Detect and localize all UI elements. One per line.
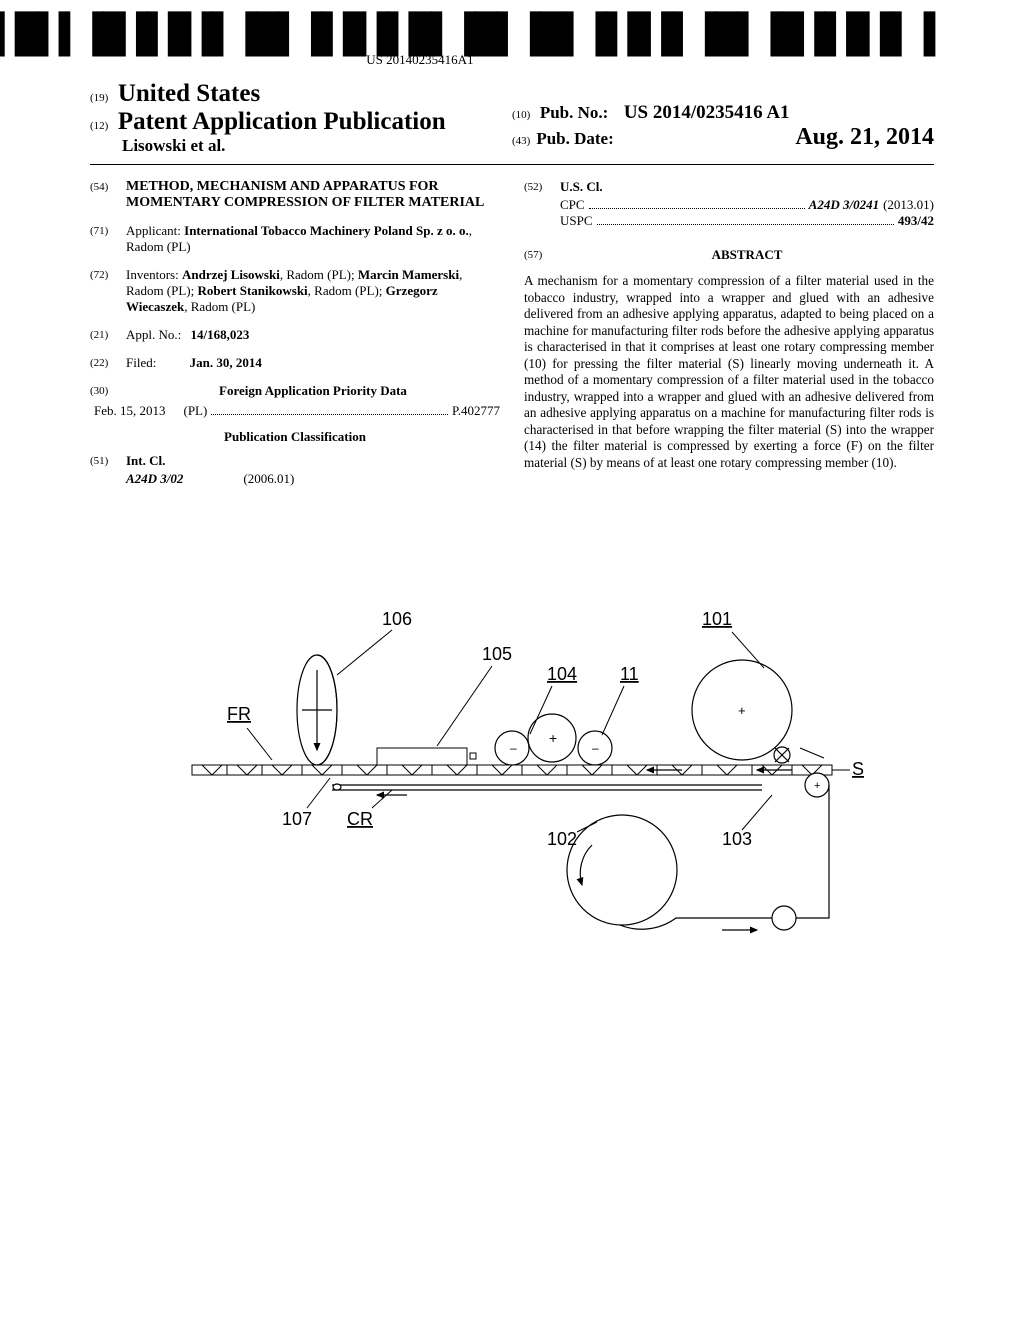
cpc-date: (2013.01) [883,197,934,213]
header: (19) United States (12) Patent Applicati… [90,80,934,156]
inventor-1-name: Marcin Mamerski [358,267,459,282]
inventor-0-loc: , Radom (PL); [280,267,358,282]
filed-value: Jan. 30, 2014 [190,355,262,370]
left-column: (54) METHOD, MECHANISM AND APPARATUS FOR… [90,179,500,487]
filed-code: (22) [90,355,126,371]
fp-number: P.402777 [452,403,500,419]
biblio: (54) METHOD, MECHANISM AND APPARATUS FOR… [90,179,934,487]
abstract-head: (57) ABSTRACT [524,247,934,263]
abstract-code: (57) [524,247,560,263]
country-code: (19) [90,92,108,104]
pub-no-code: (10) [512,109,530,121]
fig-label-104: 104 [547,664,577,684]
int-cl-class: A24D 3/02 [126,471,183,487]
pub-class-heading: Publication Classification [90,429,500,445]
inventor-2-name: Robert Stanikowski [198,283,308,298]
fp-date: Feb. 15, 2013 [94,403,166,419]
inventors-field: (72) Inventors: Andrzej Lisowski, Radom … [90,267,500,315]
applicant-label: Applicant: [126,223,181,238]
inventor-2-loc: , Radom (PL); [308,283,386,298]
fp-country: (PL) [184,403,208,419]
pub-type: Patent Application Publication [118,108,446,135]
filed-field: (22) Filed: Jan. 30, 2014 [90,355,500,371]
cpc-value: A24D 3/0241 [809,197,879,213]
svg-text:–: – [592,741,599,755]
fig-label-101: 101 [702,609,732,629]
barcode-block: ▌█▌▐▌█▌▌▐█▐▌█▐▌▐█▌▐▌█▐▌█▌▐█▌▐█▌▐▌█▐▌▐█▌▐… [0,18,934,68]
title-field: (54) METHOD, MECHANISM AND APPARATUS FOR… [90,179,500,211]
leader-dots [597,224,894,225]
uspc-row: USPC 493/42 [524,213,934,229]
fp-code: (30) [90,383,126,399]
fp-heading: Foreign Application Priority Data [126,383,500,399]
abstract-heading: ABSTRACT [560,247,934,263]
fig-label-105: 105 [482,644,512,664]
figure-svg: – + – + + 106 101 [152,590,872,950]
pub-no-value: US 2014/0235416 A1 [624,102,790,123]
inventors-code: (72) [90,267,126,315]
inventor-0-name: Andrzej Lisowski [182,267,280,282]
int-cl-field: (51) Int. Cl. [90,453,500,469]
cpc-label: CPC [560,197,585,213]
pub-type-code: (12) [90,120,108,132]
fig-label-102: 102 [547,829,577,849]
svg-text:+: + [738,703,746,718]
svg-text:+: + [814,780,820,792]
fig-label-S: S [852,759,864,779]
fig-label-107: 107 [282,809,312,829]
figure: – + – + + 106 101 [0,590,1024,950]
applicant-name: International Tobacco Machinery Poland S… [184,223,469,238]
filed-label: Filed: [126,355,156,370]
us-cl-label: U.S. Cl. [560,179,603,195]
inventor-3-loc: , Radom (PL) [184,299,255,314]
right-column: (52) U.S. Cl. CPC A24D 3/0241 (2013.01) … [524,179,934,487]
fig-label-CR: CR [347,809,373,829]
us-cl-field: (52) U.S. Cl. [524,179,934,195]
applicant-field: (71) Applicant: International Tobacco Ma… [90,223,500,255]
cpc-row: CPC A24D 3/0241 (2013.01) [524,197,934,213]
barcode-graphic: ▌█▌▐▌█▌▌▐█▐▌█▐▌▐█▌▐▌█▐▌█▌▐█▌▐█▌▐▌█▐▌▐█▌▐… [0,18,934,50]
title-text: METHOD, MECHANISM AND APPARATUS FOR MOME… [126,179,500,211]
appl-no-field: (21) Appl. No.: 14/168,023 [90,327,500,343]
foreign-priority-head: (30) Foreign Application Priority Data [90,383,500,399]
fig-label-FR: FR [227,704,251,724]
authors-line: Lisowski et al. [122,136,512,156]
applicant-code: (71) [90,223,126,255]
int-cl-version: (2006.01) [243,471,294,487]
leader-dots [211,414,448,415]
svg-text:+: + [549,730,557,746]
title-code: (54) [90,179,126,211]
pub-date-label: Pub. Date: [536,129,613,149]
int-cl-row: A24D 3/02 (2006.01) [90,471,500,487]
leader-dots [589,208,805,209]
fig-label-106: 106 [382,609,412,629]
abstract-body: A mechanism for a momentary compression … [524,273,934,471]
inventors-label: Inventors: [126,267,179,282]
divider [90,164,934,165]
int-cl-code: (51) [90,453,126,469]
uspc-value: 493/42 [898,213,934,229]
us-cl-code: (52) [524,179,560,195]
int-cl-label: Int. Cl. [126,453,165,469]
uspc-label: USPC [560,213,593,229]
foreign-priority-row: Feb. 15, 2013 (PL) P.402777 [90,403,500,419]
appl-no-value: 14/168,023 [191,327,250,342]
appl-no-label: Appl. No.: [126,327,181,342]
pub-no-label: Pub. No.: [540,103,608,122]
pub-date-code: (43) [512,135,530,147]
pub-date-value: Aug. 21, 2014 [795,124,934,151]
fig-label-103: 103 [722,829,752,849]
appl-no-code: (21) [90,327,126,343]
fig-label-11: 11 [620,664,639,684]
country: United States [118,80,260,107]
svg-text:–: – [510,741,517,755]
